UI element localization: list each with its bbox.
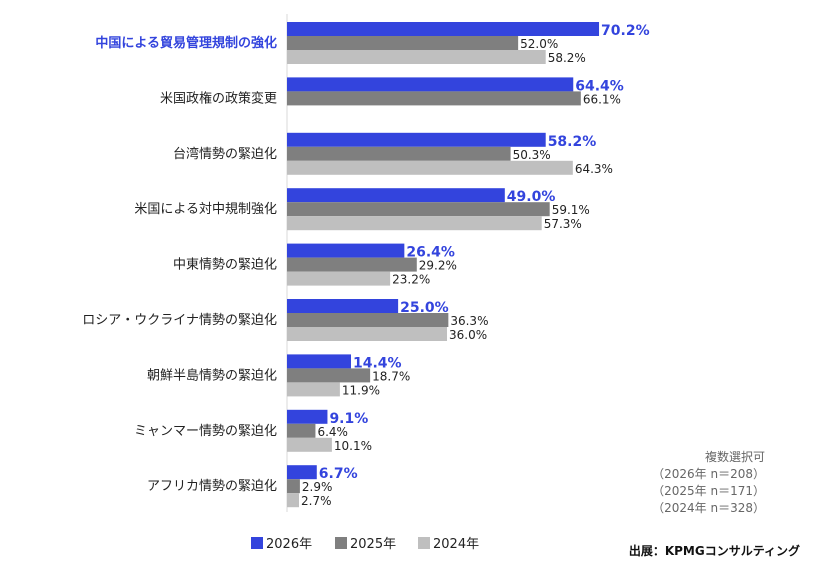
bar-2026 bbox=[287, 22, 600, 36]
data-label: 18.7% bbox=[372, 369, 410, 383]
note-n-2025: （2025年 n＝171） bbox=[652, 484, 765, 498]
bar-2024 bbox=[287, 493, 300, 508]
bar-2024 bbox=[287, 327, 448, 341]
data-label: 14.4% bbox=[353, 355, 402, 371]
data-label: 36.0% bbox=[449, 328, 487, 342]
bar-2025 bbox=[287, 479, 300, 494]
bar-2026 bbox=[287, 354, 352, 369]
legend-label-2025: 2025年 bbox=[350, 537, 396, 552]
data-label: 26.4% bbox=[406, 245, 455, 261]
bar-2026 bbox=[287, 409, 328, 424]
data-label: 58.2% bbox=[548, 51, 586, 65]
source-text: 出展：KPMGコンサルティング bbox=[629, 543, 800, 558]
data-label: 11.9% bbox=[342, 383, 380, 397]
data-label: 6.7% bbox=[319, 466, 358, 482]
bar-2024 bbox=[287, 271, 391, 286]
data-label: 36.3% bbox=[450, 314, 488, 328]
category-label: 台湾情勢の緊迫化 bbox=[173, 146, 277, 162]
data-label: 52.0% bbox=[520, 37, 558, 51]
bar-2024 bbox=[287, 382, 340, 397]
note-multiple-choice: 複数選択可 bbox=[705, 449, 765, 464]
data-label: 29.2% bbox=[419, 259, 457, 273]
bar-2025 bbox=[287, 146, 511, 161]
category-label: 米国による対中規制強化 bbox=[134, 202, 277, 217]
category-label: 米国政権の政策変更 bbox=[160, 90, 277, 106]
bar-2026 bbox=[287, 299, 399, 313]
data-label: 2.9% bbox=[302, 480, 333, 494]
legend-swatch-2026 bbox=[251, 537, 263, 549]
data-label: 49.0% bbox=[507, 189, 556, 205]
bar-2025 bbox=[287, 257, 417, 272]
bar-2024 bbox=[287, 160, 573, 175]
legend-swatch-2024 bbox=[418, 537, 430, 549]
data-label: 9.1% bbox=[329, 411, 368, 427]
bar-2025 bbox=[287, 313, 449, 327]
bar-2024 bbox=[287, 437, 332, 452]
legend-label-2026: 2026年 bbox=[266, 537, 312, 552]
bar-2025 bbox=[287, 423, 316, 438]
data-label: 70.2% bbox=[601, 23, 650, 39]
note-n-2026: （2026年 n＝208） bbox=[652, 467, 765, 481]
data-label: 57.3% bbox=[544, 217, 582, 231]
bar-2024 bbox=[287, 216, 542, 231]
data-label: 50.3% bbox=[513, 148, 551, 162]
bar-2025 bbox=[287, 91, 581, 106]
bar-2026 bbox=[287, 132, 546, 147]
legend-label-2024: 2024年 bbox=[433, 537, 479, 552]
bar-2026 bbox=[287, 243, 405, 258]
bar-2026 bbox=[287, 188, 505, 203]
legend-swatch-2025 bbox=[335, 537, 347, 549]
data-label: 2.7% bbox=[301, 494, 332, 508]
category-label: アフリカ情勢の緊迫化 bbox=[147, 479, 277, 494]
bar-2025 bbox=[287, 368, 371, 383]
bar-2025 bbox=[287, 36, 519, 50]
bar-2025 bbox=[287, 202, 550, 217]
bar-2026 bbox=[287, 77, 574, 92]
category-label: 中東情勢の緊迫化 bbox=[173, 257, 277, 273]
data-label: 66.1% bbox=[583, 92, 621, 106]
data-label: 23.2% bbox=[392, 273, 430, 287]
data-label: 10.1% bbox=[334, 439, 372, 453]
data-label: 25.0% bbox=[400, 300, 449, 316]
bar-2026 bbox=[287, 465, 317, 480]
note-n-2024: （2024年 n＝328） bbox=[652, 501, 765, 515]
category-label: ミャンマー情勢の緊迫化 bbox=[134, 424, 277, 439]
data-label: 64.4% bbox=[575, 78, 624, 94]
category-label: 中国による貿易管理規制の強化 bbox=[95, 35, 277, 51]
bar-2024 bbox=[287, 50, 546, 64]
data-label: 58.2% bbox=[548, 134, 597, 150]
legend: 2026年 2025年 2024年 bbox=[251, 537, 479, 552]
category-label: 朝鮮半島情勢の緊迫化 bbox=[147, 368, 277, 383]
data-label: 6.4% bbox=[317, 425, 348, 439]
data-label: 64.3% bbox=[575, 162, 613, 176]
category-label: ロシア・ウクライナ情勢の緊迫化 bbox=[82, 313, 277, 328]
data-label: 59.1% bbox=[552, 203, 590, 217]
